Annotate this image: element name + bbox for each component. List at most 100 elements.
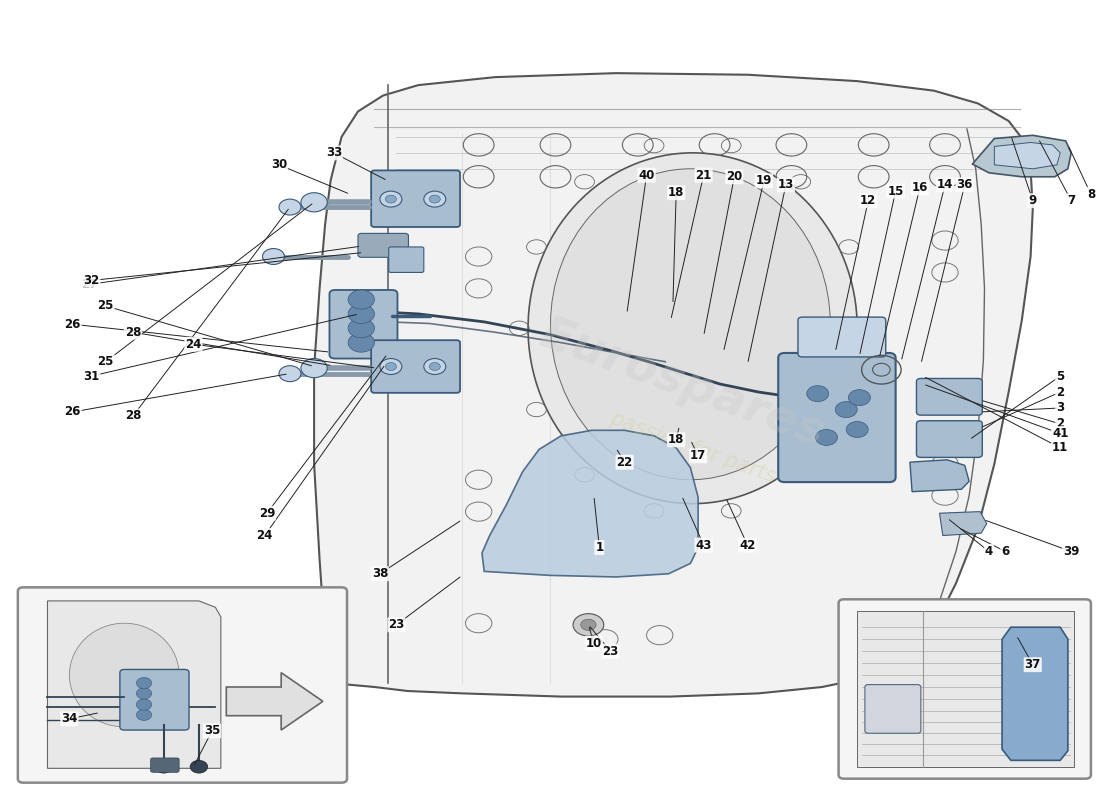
Text: 5: 5 [1056, 370, 1065, 382]
Text: 25: 25 [98, 355, 113, 368]
Circle shape [848, 390, 870, 406]
Text: 20: 20 [726, 170, 742, 183]
Circle shape [301, 358, 328, 378]
FancyBboxPatch shape [388, 247, 424, 273]
Polygon shape [994, 142, 1060, 169]
Circle shape [348, 304, 374, 323]
Text: 1: 1 [595, 541, 604, 554]
Text: passion for parts: passion for parts [607, 409, 779, 487]
Text: 33: 33 [326, 146, 342, 159]
Text: 7: 7 [1067, 194, 1075, 207]
Text: 31: 31 [84, 370, 99, 382]
Text: 24: 24 [185, 338, 201, 350]
Text: 29: 29 [258, 506, 275, 520]
Text: 3: 3 [1056, 402, 1065, 414]
FancyBboxPatch shape [358, 234, 408, 258]
Circle shape [348, 318, 374, 338]
Ellipse shape [528, 153, 857, 504]
Text: 19: 19 [756, 174, 772, 187]
FancyBboxPatch shape [371, 170, 460, 227]
Text: 38: 38 [372, 567, 388, 580]
Ellipse shape [550, 169, 830, 480]
Polygon shape [47, 601, 221, 768]
FancyBboxPatch shape [18, 587, 346, 782]
Ellipse shape [69, 623, 179, 727]
FancyBboxPatch shape [778, 353, 895, 482]
Circle shape [429, 195, 440, 203]
Polygon shape [1002, 627, 1068, 760]
Text: 21: 21 [695, 169, 712, 182]
Text: 41: 41 [1052, 427, 1068, 440]
Circle shape [348, 290, 374, 309]
Text: 40: 40 [638, 169, 654, 182]
Circle shape [190, 760, 208, 773]
FancyBboxPatch shape [916, 421, 982, 458]
Circle shape [136, 688, 152, 699]
Polygon shape [972, 135, 1071, 177]
Polygon shape [857, 611, 1075, 766]
Circle shape [379, 191, 401, 207]
Text: 2: 2 [1056, 386, 1065, 398]
Text: 17: 17 [690, 450, 706, 462]
Circle shape [263, 249, 285, 265]
Text: 4: 4 [984, 545, 993, 558]
Circle shape [429, 362, 440, 370]
Circle shape [279, 199, 301, 215]
Polygon shape [315, 73, 1033, 697]
Text: 25: 25 [98, 299, 113, 313]
FancyBboxPatch shape [838, 599, 1091, 778]
Polygon shape [910, 460, 969, 492]
Circle shape [136, 699, 152, 710]
Text: 2: 2 [1056, 418, 1065, 430]
Circle shape [136, 710, 152, 721]
Circle shape [385, 195, 396, 203]
Text: 30: 30 [271, 158, 287, 171]
Circle shape [279, 366, 301, 382]
Circle shape [835, 402, 857, 418]
FancyBboxPatch shape [916, 378, 982, 415]
FancyBboxPatch shape [798, 317, 886, 357]
Circle shape [424, 191, 446, 207]
Circle shape [581, 619, 596, 630]
Text: 10: 10 [586, 637, 602, 650]
Text: 14: 14 [937, 178, 954, 191]
Polygon shape [482, 430, 698, 577]
Text: 23: 23 [602, 645, 618, 658]
Text: 36: 36 [957, 178, 972, 191]
Text: 16: 16 [912, 182, 928, 194]
Polygon shape [939, 512, 987, 535]
Circle shape [379, 358, 401, 374]
Polygon shape [227, 673, 323, 730]
Circle shape [573, 614, 604, 636]
Circle shape [136, 678, 152, 689]
FancyBboxPatch shape [371, 340, 460, 393]
FancyBboxPatch shape [865, 685, 921, 734]
Circle shape [155, 760, 173, 773]
Circle shape [815, 430, 837, 446]
Text: 43: 43 [695, 538, 712, 551]
Text: 28: 28 [125, 326, 141, 338]
FancyBboxPatch shape [151, 758, 179, 772]
Text: 26: 26 [65, 406, 81, 418]
Circle shape [301, 193, 328, 212]
Text: 6: 6 [1001, 545, 1010, 558]
Text: 8: 8 [1087, 188, 1096, 201]
Text: 37: 37 [1025, 658, 1041, 671]
Text: 26: 26 [65, 318, 81, 330]
Text: 28: 28 [125, 410, 141, 422]
Text: 32: 32 [84, 274, 99, 287]
Circle shape [385, 362, 396, 370]
Circle shape [348, 333, 374, 352]
FancyBboxPatch shape [330, 290, 397, 358]
Text: 22: 22 [616, 456, 632, 469]
Text: 9: 9 [1028, 194, 1037, 207]
Text: 34: 34 [62, 712, 78, 726]
Circle shape [424, 358, 446, 374]
Text: 12: 12 [860, 194, 877, 207]
Circle shape [806, 386, 828, 402]
Text: 23: 23 [388, 618, 405, 631]
FancyBboxPatch shape [120, 670, 189, 730]
Text: 11: 11 [1052, 442, 1068, 454]
Text: 13: 13 [778, 178, 794, 191]
Text: Eurospares: Eurospares [534, 312, 829, 456]
